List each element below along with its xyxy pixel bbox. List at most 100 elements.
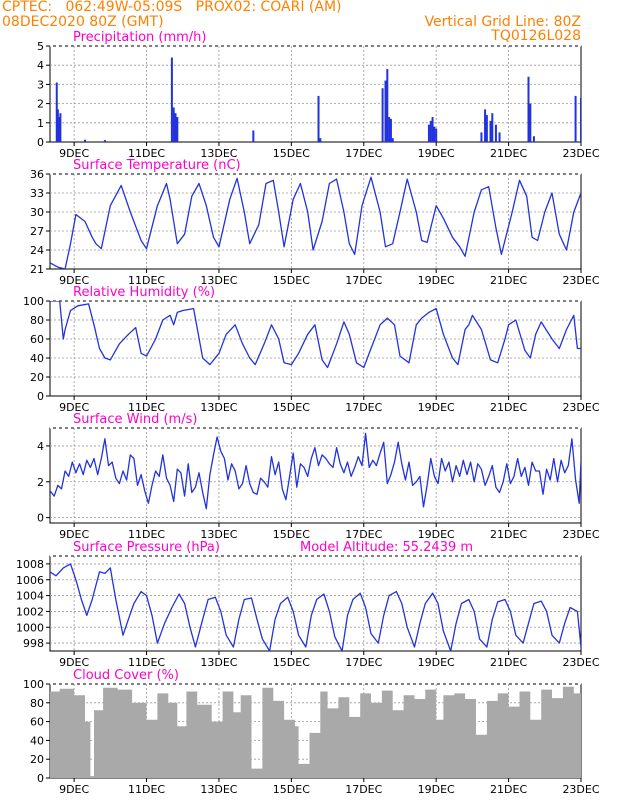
precip-bar	[386, 69, 389, 142]
y-tick-label: 0	[37, 772, 44, 785]
y-tick-label: 1	[37, 117, 44, 130]
x-tick-label: 11DEC	[128, 783, 165, 796]
precip-bar	[56, 109, 59, 142]
precip-bar	[389, 118, 392, 142]
y-tick-label: 21	[30, 263, 44, 276]
x-tick-label: 23DEC	[562, 147, 599, 160]
y-tick-label: 1004	[16, 590, 44, 603]
x-tick-label: 15DEC	[273, 656, 310, 669]
panel-frame	[49, 45, 582, 143]
panel-frame	[49, 427, 582, 524]
x-tick-label: 13DEC	[200, 656, 237, 669]
y-tick-label: 0	[37, 136, 44, 149]
panel-5: 0 20 40 60 80 100 9DEC 11DEC 13DEC 15DEC 17DEC 19DE…	[23, 668, 600, 796]
x-tick-label: 15DEC	[273, 274, 310, 287]
y-tick-label: 0	[37, 512, 44, 525]
precip-bar	[170, 57, 173, 142]
y-tick-label: 0	[37, 390, 44, 403]
precip-bar	[527, 76, 530, 142]
precip-bar	[83, 139, 86, 142]
precip-bar	[384, 80, 387, 142]
precip-bar	[431, 117, 434, 142]
y-tick-label: 1000	[16, 621, 44, 634]
y-tick-label: 100	[23, 295, 44, 308]
x-tick-label: 23DEC	[562, 528, 599, 541]
plot-area	[55, 57, 581, 142]
x-tick-label: 23DEC	[562, 401, 599, 414]
precip-bar	[172, 107, 175, 142]
panel-title: Surface Temperature (nC)	[73, 158, 241, 173]
station-header: CPTEC: 062:49W-05:09S PROX02: COARI (AM)	[2, 0, 342, 15]
precip-bar	[427, 124, 430, 142]
panel-1: 21 24 27 30 33 36 9DEC 11DEC 13DEC 15DEC 17DEC 19DE…	[30, 158, 600, 287]
y-tick-label: 1006	[16, 574, 44, 587]
x-tick-label: 19DEC	[418, 274, 455, 287]
x-tick-label: 17DEC	[345, 783, 382, 796]
precip-bar	[494, 124, 497, 142]
x-tick-label: 11DEC	[128, 401, 165, 414]
panel-title: Cloud Cover (%)	[73, 668, 179, 683]
x-tick-label: 11DEC	[128, 528, 165, 541]
x-tick-label: 15DEC	[273, 401, 310, 414]
x-tick-label: 23DEC	[562, 656, 599, 669]
precip-bar	[574, 95, 577, 142]
x-tick-label: 11DEC	[128, 274, 165, 287]
panel-2: 0 20 40 60 80 100 9DEC 11DEC 13DEC 15DEC 17DEC 19DE…	[23, 285, 600, 414]
x-tick-label: 21DEC	[490, 528, 527, 541]
x-tick-label: 17DEC	[345, 274, 382, 287]
x-tick-label: 19DEC	[418, 401, 455, 414]
plot-area	[50, 176, 581, 269]
x-tick-label: 13DEC	[200, 274, 237, 287]
x-tick-label: 21DEC	[490, 656, 527, 669]
precip-bar	[57, 117, 60, 142]
y-tick-label: 27	[30, 225, 44, 238]
run-date: 08DEC2020 80Z (GMT)	[2, 14, 164, 30]
precip-bar	[435, 128, 438, 142]
x-tick-label: 19DEC	[418, 528, 455, 541]
x-tick-label: 9DEC	[59, 783, 89, 796]
precip-bar	[317, 95, 320, 142]
precip-bar	[319, 138, 322, 142]
precip-bar	[480, 132, 483, 142]
y-tick-label: 998	[23, 637, 44, 650]
x-tick-label: 15DEC	[273, 147, 310, 160]
precip-bar	[580, 97, 581, 142]
x-tick-label: 9DEC	[59, 274, 89, 287]
y-tick-label: 40	[30, 734, 44, 747]
x-tick-label: 17DEC	[345, 401, 382, 414]
precip-bar	[174, 113, 177, 142]
series-line	[50, 563, 581, 651]
precip-bar	[489, 120, 492, 142]
x-tick-label: 13DEC	[200, 783, 237, 796]
y-tick-label: 3	[37, 78, 44, 91]
y-tick-label: 4	[37, 440, 44, 453]
precip-bar	[176, 117, 179, 142]
series-line	[50, 301, 581, 369]
precip-bar	[429, 120, 432, 142]
y-tick-label: 2	[37, 476, 44, 489]
precip-bar	[529, 103, 532, 142]
panel-annotation: Model Altitude: 55.2439 m	[300, 540, 473, 555]
cloud-area	[50, 686, 581, 778]
panel-3: 0 2 4 9DEC 11DEC 13DEC 15DEC 17DEC 19DEC 21DEC 23D…	[37, 412, 600, 541]
x-tick-label: 9DEC	[59, 656, 89, 669]
chart-code: TQ0126L028	[491, 28, 581, 44]
y-tick-label: 1008	[16, 558, 44, 571]
panel-title: Surface Wind (m/s)	[73, 412, 197, 427]
panel-title: Surface Pressure (hPa)	[73, 540, 220, 555]
x-tick-label: 9DEC	[59, 528, 89, 541]
x-tick-label: 19DEC	[418, 147, 455, 160]
x-tick-label: 21DEC	[490, 147, 527, 160]
y-tick-label: 100	[23, 678, 44, 691]
y-tick-label: 1002	[16, 605, 44, 618]
precip-bar	[391, 138, 394, 142]
x-tick-label: 21DEC	[490, 274, 527, 287]
plot-area	[50, 686, 581, 778]
x-tick-label: 21DEC	[490, 401, 527, 414]
x-tick-label: 15DEC	[273, 528, 310, 541]
x-tick-label: 19DEC	[418, 783, 455, 796]
precip-bar	[103, 140, 106, 142]
grid-note: Vertical Grid Line: 80Z	[424, 14, 581, 30]
y-tick-label: 80	[30, 697, 44, 710]
